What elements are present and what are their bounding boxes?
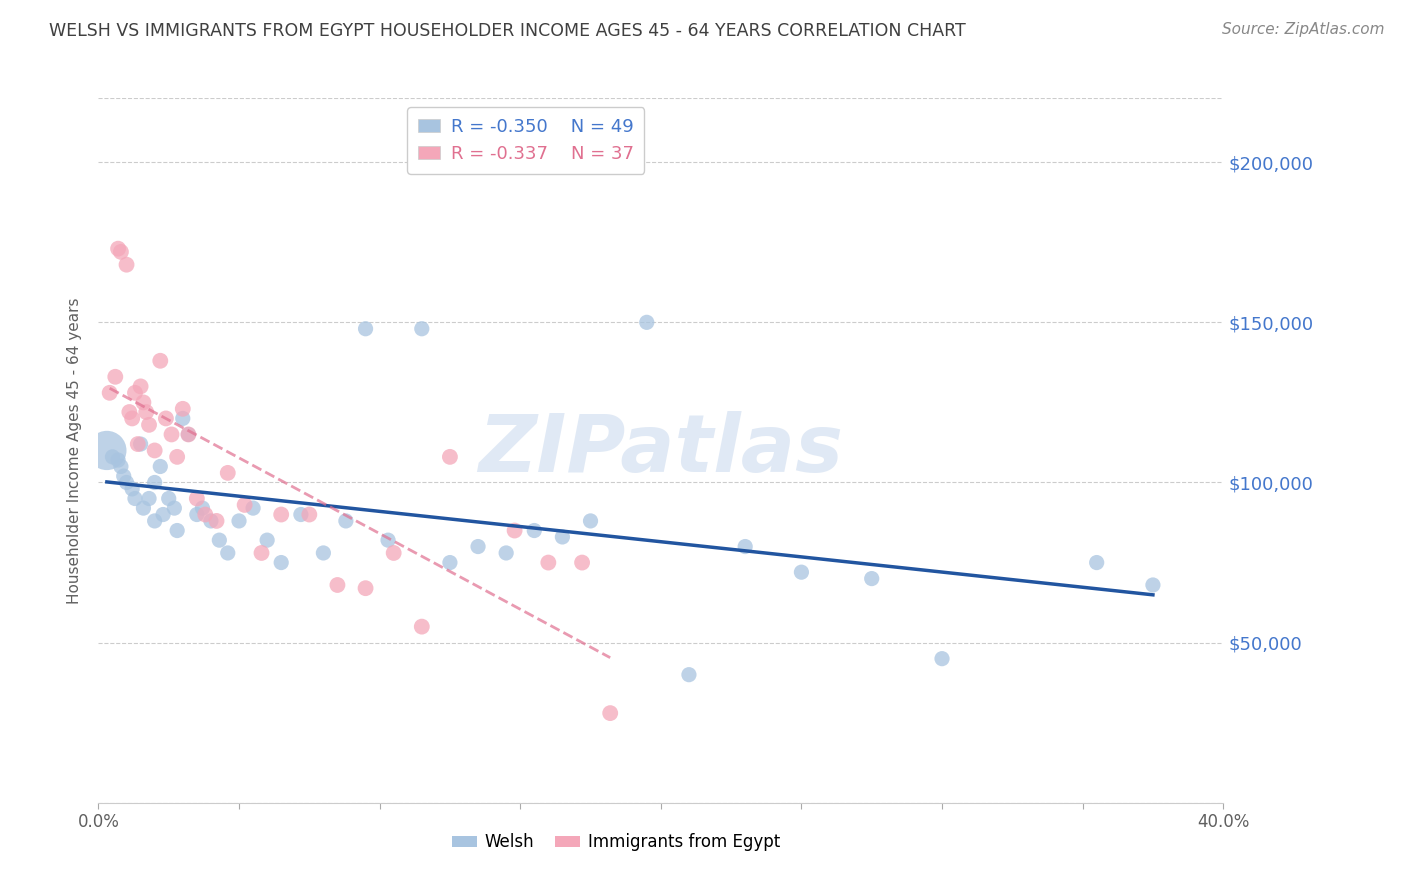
- Point: [143, 475, 166, 490]
- Point: [110, 244, 132, 259]
- Point: [104, 369, 127, 384]
- Point: [503, 524, 526, 538]
- Point: [157, 491, 180, 506]
- Point: [217, 546, 239, 560]
- Point: [439, 450, 461, 464]
- Point: [256, 533, 278, 548]
- Point: [96, 443, 118, 458]
- Legend: Welsh, Immigrants from Egypt: Welsh, Immigrants from Egypt: [444, 827, 787, 858]
- Point: [129, 437, 152, 451]
- Text: ZIPatlas: ZIPatlas: [478, 411, 844, 490]
- Point: [143, 514, 166, 528]
- Point: [121, 482, 143, 496]
- Point: [132, 395, 155, 409]
- Point: [160, 427, 183, 442]
- Point: [177, 427, 200, 442]
- Point: [599, 706, 621, 720]
- Point: [172, 401, 194, 416]
- Point: [495, 546, 517, 560]
- Point: [186, 491, 208, 506]
- Point: [129, 379, 152, 393]
- Point: [149, 459, 172, 474]
- Point: [377, 533, 399, 548]
- Point: [411, 619, 433, 633]
- Point: [112, 469, 135, 483]
- Point: [132, 501, 155, 516]
- Point: [1142, 578, 1164, 592]
- Point: [537, 556, 560, 570]
- Point: [250, 546, 273, 560]
- Text: Source: ZipAtlas.com: Source: ZipAtlas.com: [1222, 22, 1385, 37]
- Point: [149, 353, 172, 368]
- Point: [101, 450, 124, 464]
- Point: [1085, 556, 1108, 570]
- Point: [678, 667, 700, 681]
- Point: [354, 581, 377, 595]
- Point: [270, 508, 292, 522]
- Point: [98, 385, 121, 400]
- Point: [354, 322, 377, 336]
- Point: [152, 508, 174, 522]
- Point: [312, 546, 335, 560]
- Point: [382, 546, 405, 560]
- Point: [191, 501, 214, 516]
- Point: [194, 508, 217, 522]
- Point: [200, 514, 222, 528]
- Point: [163, 501, 186, 516]
- Point: [298, 508, 321, 522]
- Point: [124, 385, 146, 400]
- Point: [290, 508, 312, 522]
- Point: [242, 501, 264, 516]
- Point: [138, 491, 160, 506]
- Point: [860, 572, 883, 586]
- Point: [166, 450, 188, 464]
- Point: [124, 491, 146, 506]
- Point: [467, 540, 489, 554]
- Point: [186, 508, 208, 522]
- Point: [228, 514, 250, 528]
- Point: [115, 258, 138, 272]
- Point: [110, 459, 132, 474]
- Text: WELSH VS IMMIGRANTS FROM EGYPT HOUSEHOLDER INCOME AGES 45 - 64 YEARS CORRELATION: WELSH VS IMMIGRANTS FROM EGYPT HOUSEHOLD…: [49, 22, 966, 40]
- Point: [166, 524, 188, 538]
- Point: [107, 453, 129, 467]
- Point: [411, 322, 433, 336]
- Point: [571, 556, 593, 570]
- Point: [172, 411, 194, 425]
- Point: [127, 437, 149, 451]
- Point: [177, 427, 200, 442]
- Point: [208, 533, 231, 548]
- Point: [335, 514, 357, 528]
- Point: [579, 514, 602, 528]
- Point: [439, 556, 461, 570]
- Point: [790, 565, 813, 579]
- Point: [121, 411, 143, 425]
- Point: [217, 466, 239, 480]
- Point: [138, 417, 160, 432]
- Point: [107, 242, 129, 256]
- Point: [523, 524, 546, 538]
- Point: [931, 651, 953, 665]
- Y-axis label: Householder Income Ages 45 - 64 years: Householder Income Ages 45 - 64 years: [67, 297, 83, 604]
- Point: [734, 540, 756, 554]
- Point: [135, 405, 157, 419]
- Point: [551, 530, 574, 544]
- Point: [143, 443, 166, 458]
- Point: [270, 556, 292, 570]
- Point: [118, 405, 141, 419]
- Point: [636, 315, 658, 329]
- Point: [115, 475, 138, 490]
- Point: [155, 411, 177, 425]
- Point: [233, 498, 256, 512]
- Point: [326, 578, 349, 592]
- Point: [205, 514, 228, 528]
